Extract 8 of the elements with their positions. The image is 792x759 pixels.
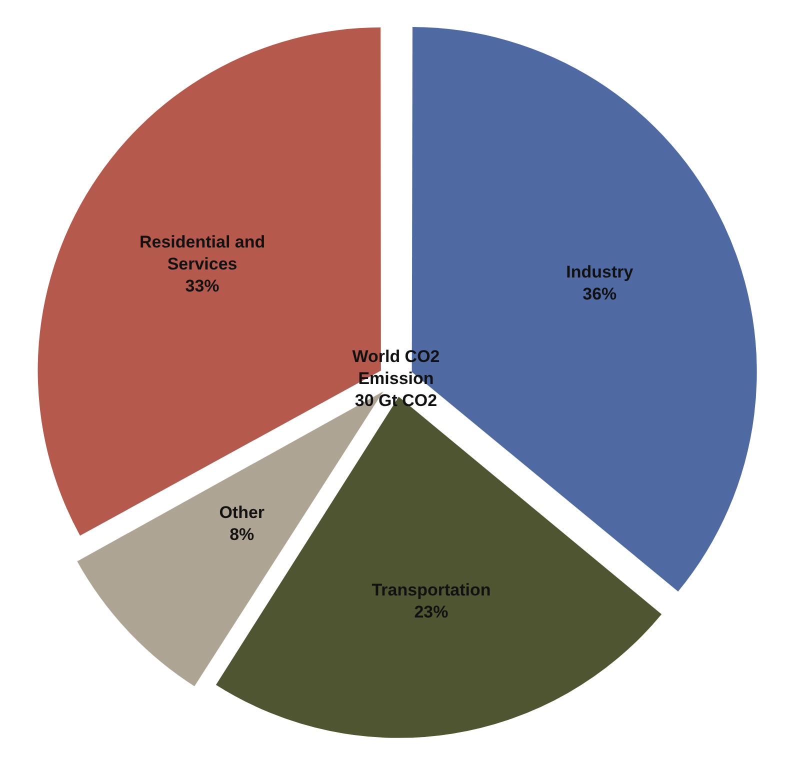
data-label: 33% — [185, 276, 220, 296]
data-label: 23% — [414, 602, 448, 622]
slice-label: Transportation — [372, 580, 491, 600]
slice-label: Other — [219, 502, 265, 522]
data-label: 36% — [582, 284, 617, 304]
data-label: 8% — [230, 524, 254, 544]
slice-label: Industry — [566, 262, 634, 282]
slice-label: Residential and Services — [139, 232, 266, 274]
